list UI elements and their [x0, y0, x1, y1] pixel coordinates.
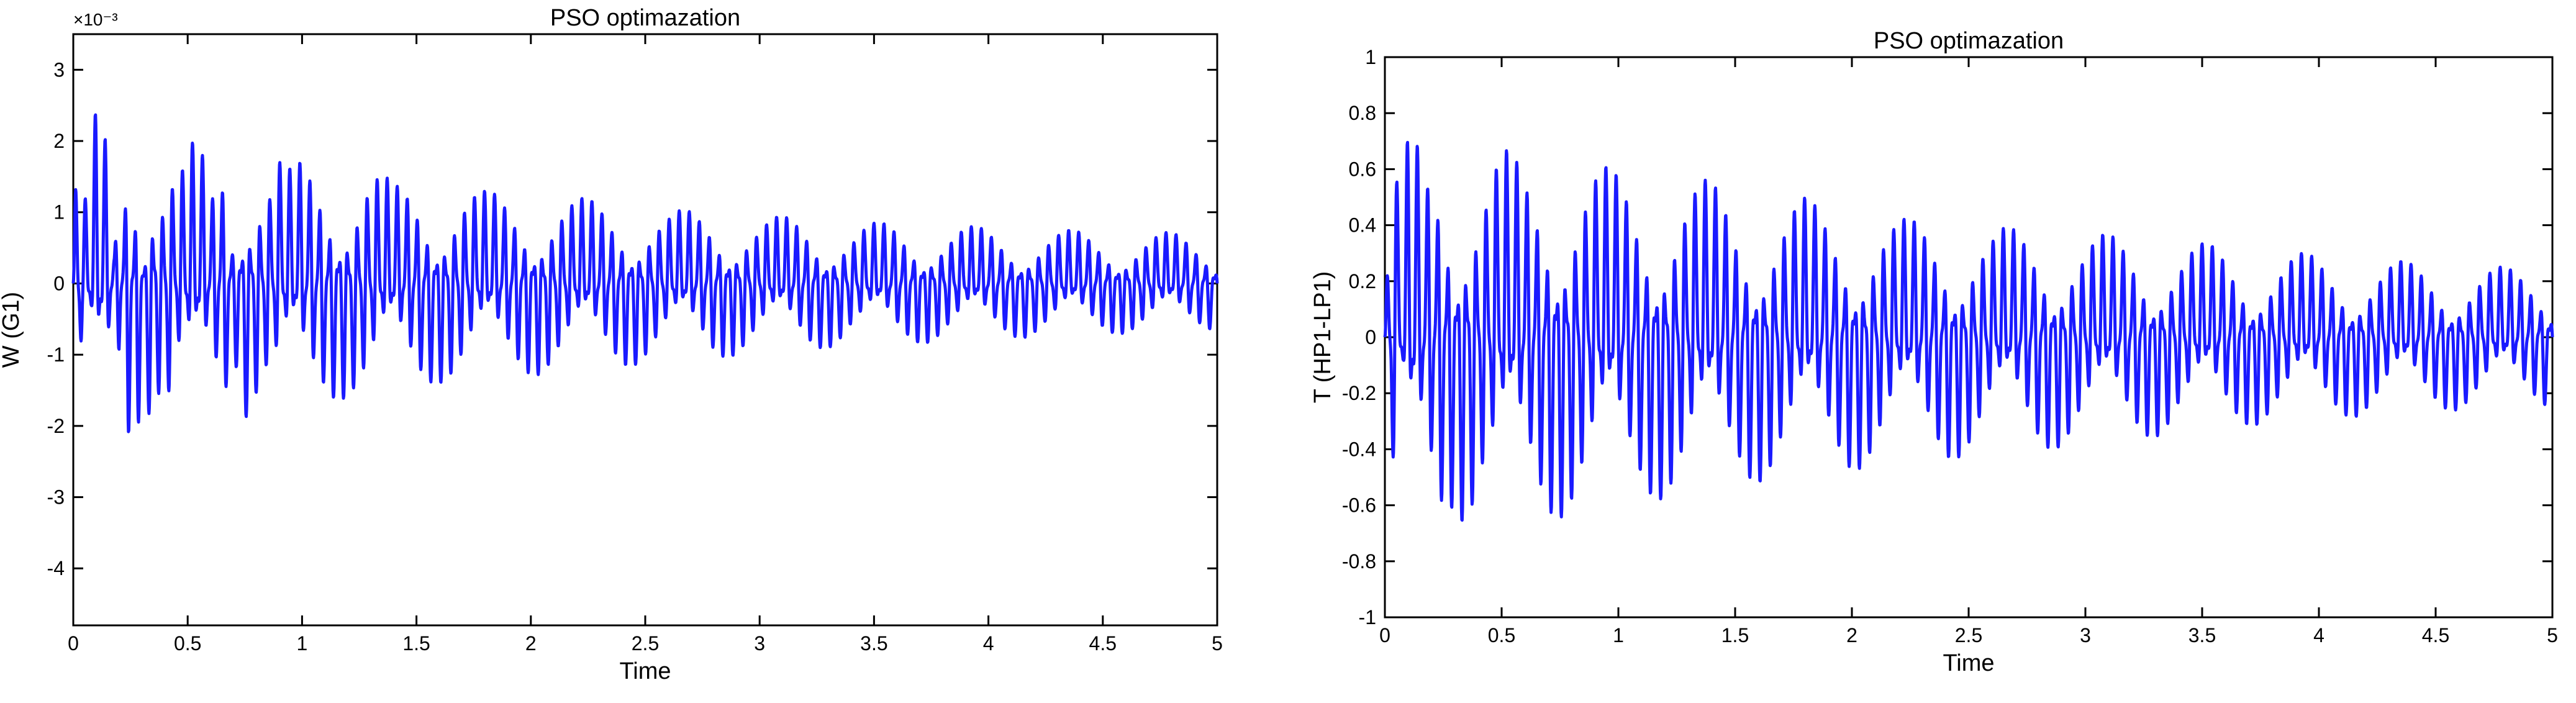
x-tick-label: 3 [754, 632, 765, 655]
x-axis-title: Time [619, 658, 671, 684]
chart-title: PSO optimazation [550, 5, 740, 31]
series-line [71, 113, 1219, 433]
y-tick-label: -1 [47, 343, 65, 366]
x-tick-label: 5 [1212, 632, 1223, 655]
x-tick-label: 4 [2313, 624, 2324, 646]
y-tick-label: 0 [1365, 326, 1376, 348]
x-tick-label: 0.5 [1488, 624, 1515, 646]
y-tick-label: -0.6 [1342, 494, 1376, 517]
y-tick-label: 0.2 [1349, 270, 1376, 293]
x-tick-label: 4.5 [1089, 632, 1117, 655]
x-tick-label: 3.5 [860, 632, 887, 655]
y-tick-label: -0.2 [1342, 382, 1376, 404]
y-tick-label: 0.6 [1349, 158, 1376, 180]
x-tick-label: 2.5 [1955, 624, 1982, 646]
y-tick-label: -4 [47, 557, 65, 579]
x-tick-label: 1.5 [402, 632, 430, 655]
x-tick-label: 2 [525, 632, 537, 655]
y-ticks: -1 -0.8 -0.6 -0.4 -0.2 0 0.2 0.4 0.6 0.8 1 [1342, 46, 2552, 628]
y-axis-title: T (HP1-LP1) [1310, 271, 1336, 404]
y-tick-label: 0.8 [1349, 102, 1376, 124]
x-tick-label: 0 [68, 632, 79, 655]
y-tick-label: -0.4 [1342, 438, 1376, 460]
x-ticks: 0 0.5 1 1.5 2 2.5 3 3.5 4 4.5 5 [1379, 57, 2558, 646]
x-tick-label: 4.5 [2422, 624, 2449, 646]
y-exponent-label: ×10⁻³ [73, 10, 118, 29]
y-tick-label: 3 [53, 58, 65, 81]
chart-w-g1: PSO optimazation ×10⁻³ W (G1) Time 0 0.5 1… [0, 5, 1223, 684]
chart-title: PSO optimazation [1874, 28, 2064, 54]
y-tick-label: 2 [53, 130, 65, 152]
x-tick-label: 3.5 [2188, 624, 2216, 646]
x-tick-label: 0.5 [174, 632, 201, 655]
x-tick-label: 0 [1379, 624, 1390, 646]
y-axis-title: W (G1) [0, 292, 24, 368]
x-tick-label: 3 [2080, 624, 2091, 646]
y-tick-label: 0.4 [1349, 214, 1376, 237]
series-line [1383, 140, 2554, 522]
x-tick-label: 1 [297, 632, 308, 655]
y-tick-label: 0 [53, 272, 65, 294]
y-tick-label: 1 [1365, 46, 1376, 68]
y-ticks: -4 -3 -2 -1 0 1 2 3 [47, 58, 1217, 579]
x-tick-label: 4 [983, 632, 994, 655]
x-tick-label: 2 [1846, 624, 1857, 646]
y-tick-label: -1 [1359, 606, 1376, 628]
chart-t-hp1-lp1: PSO optimazation T (HP1-LP1) Time 0 0.5 1 1… [1310, 28, 2558, 676]
x-tick-label: 1.5 [1721, 624, 1749, 646]
x-tick-label: 1 [1613, 624, 1624, 646]
y-tick-label: 1 [53, 201, 65, 224]
x-tick-label: 2.5 [632, 632, 659, 655]
x-tick-label: 5 [2547, 624, 2558, 646]
x-ticks: 0 0.5 1 1.5 2 2.5 3 3.5 4 4.5 5 [68, 34, 1223, 655]
y-tick-label: -0.8 [1342, 550, 1376, 573]
x-axis-title: Time [1943, 650, 1994, 676]
y-tick-label: -3 [47, 486, 65, 509]
y-tick-label: -2 [47, 415, 65, 437]
